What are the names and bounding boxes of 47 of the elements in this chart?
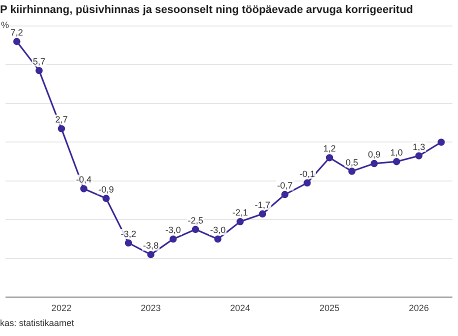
x-tick-label: 2026 bbox=[408, 303, 429, 314]
x-tick-label: 2024 bbox=[230, 303, 250, 314]
data-label: -1,7 bbox=[254, 200, 270, 210]
text: kas: statistikaamet bbox=[0, 318, 74, 328]
point bbox=[124, 239, 132, 247]
point bbox=[36, 66, 43, 74]
point bbox=[192, 226, 200, 233]
data-label: -3,8 bbox=[143, 240, 159, 251]
data-label: 0,5 bbox=[346, 157, 358, 168]
x-tick-label: 2022 bbox=[51, 303, 72, 314]
data-label: -0,4 bbox=[76, 174, 92, 185]
point bbox=[147, 250, 154, 258]
data-label: -2,1 bbox=[232, 208, 248, 218]
data-label: -0,7 bbox=[277, 180, 293, 191]
point bbox=[58, 125, 66, 132]
point bbox=[392, 158, 400, 166]
point bbox=[415, 152, 422, 160]
x-tick-label: 2025 bbox=[320, 303, 340, 314]
data-label: 0,9 bbox=[368, 150, 380, 160]
data-label: 5,7 bbox=[32, 56, 46, 67]
data-label: 1,0 bbox=[390, 148, 403, 158]
point bbox=[258, 210, 266, 218]
data-label: -3,0 bbox=[165, 225, 181, 236]
point bbox=[348, 168, 356, 175]
data-label: 1,2 bbox=[323, 144, 336, 154]
point bbox=[102, 194, 110, 202]
point bbox=[13, 38, 20, 46]
point bbox=[438, 138, 445, 146]
data-label: 2,7 bbox=[55, 114, 68, 125]
point bbox=[236, 218, 244, 226]
point bbox=[326, 154, 334, 162]
data-label: -0,9 bbox=[98, 184, 114, 194]
point bbox=[304, 179, 311, 187]
point bbox=[370, 160, 378, 168]
data-label: -2,5 bbox=[188, 215, 204, 226]
y-axis-title: % bbox=[1, 20, 10, 30]
chart-title: P kiirhinnang, püsivhinnas ja sesoonselt ning tööpäevade arvuga korrigeeritud bbox=[0, 4, 414, 16]
point bbox=[281, 190, 288, 198]
data-label: -3,0 bbox=[210, 225, 226, 236]
x-tick-label: 2023 bbox=[140, 303, 161, 314]
data-label: 1,3 bbox=[412, 142, 426, 152]
point bbox=[170, 235, 177, 243]
point bbox=[214, 235, 222, 243]
data-label: 7,2 bbox=[10, 27, 24, 38]
data-label: -0,1 bbox=[299, 168, 315, 179]
data-label: -3,2 bbox=[120, 228, 136, 239]
point bbox=[80, 185, 88, 192]
